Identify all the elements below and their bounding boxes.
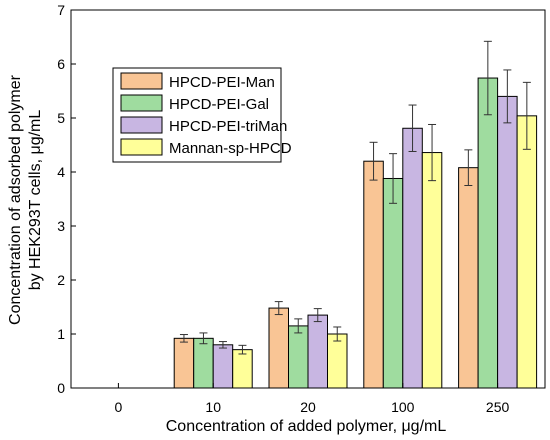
bar [307,314,328,389]
legend-label: Mannan-sp-HPCD [169,140,292,157]
bar [382,177,404,389]
bar [402,127,423,389]
bar [363,160,384,389]
legend-swatch [120,72,163,90]
bar [477,77,499,389]
y-tick-label: 4 [57,164,65,180]
bar [458,167,479,389]
bar [268,307,289,389]
y-tick-label: 6 [57,56,65,72]
bar [516,115,538,389]
legend-swatch [120,138,163,156]
bar [497,95,518,389]
y-tick-label: 3 [57,218,65,234]
legend-label: HPCD-PEI-triMan [169,118,287,135]
x-tick-label: 0 [115,399,123,415]
legend-label: HPCD-PEI-Gal [169,96,269,113]
bar [232,349,253,389]
legend-label: HPCD-PEI-Man [169,74,275,91]
x-tick-label: 250 [486,399,510,415]
y-tick-label: 0 [57,380,65,396]
bar [173,337,195,389]
bar [288,325,309,389]
y-tick-label: 7 [57,2,65,18]
x-axis-title: Concentration of added polymer, μg/mL [166,418,447,435]
bar [421,152,443,389]
x-tick-label: 10 [205,399,221,415]
x-tick-label: 100 [391,399,415,415]
legend-swatch [120,116,163,134]
legend-swatch [120,94,163,112]
y-tick-label: 2 [57,272,65,288]
y-tick-label: 1 [57,326,65,342]
bar [327,333,348,389]
plot-area: 0 1 2 3 4 5 6 7 0 10 20 100 250 [57,2,546,415]
bar [212,344,234,389]
x-tick-label: 20 [300,399,316,415]
y-tick-label: 5 [57,110,65,126]
y-axis-title: Concentration of adsorbed polymer [7,74,24,325]
bar [193,337,214,389]
legend: HPCD-PEI-Man HPCD-PEI-Gal HPCD-PEI-triMan M… [112,67,292,163]
y-axis-title-line2: by HEK293T cells, μg/mL [27,110,44,291]
